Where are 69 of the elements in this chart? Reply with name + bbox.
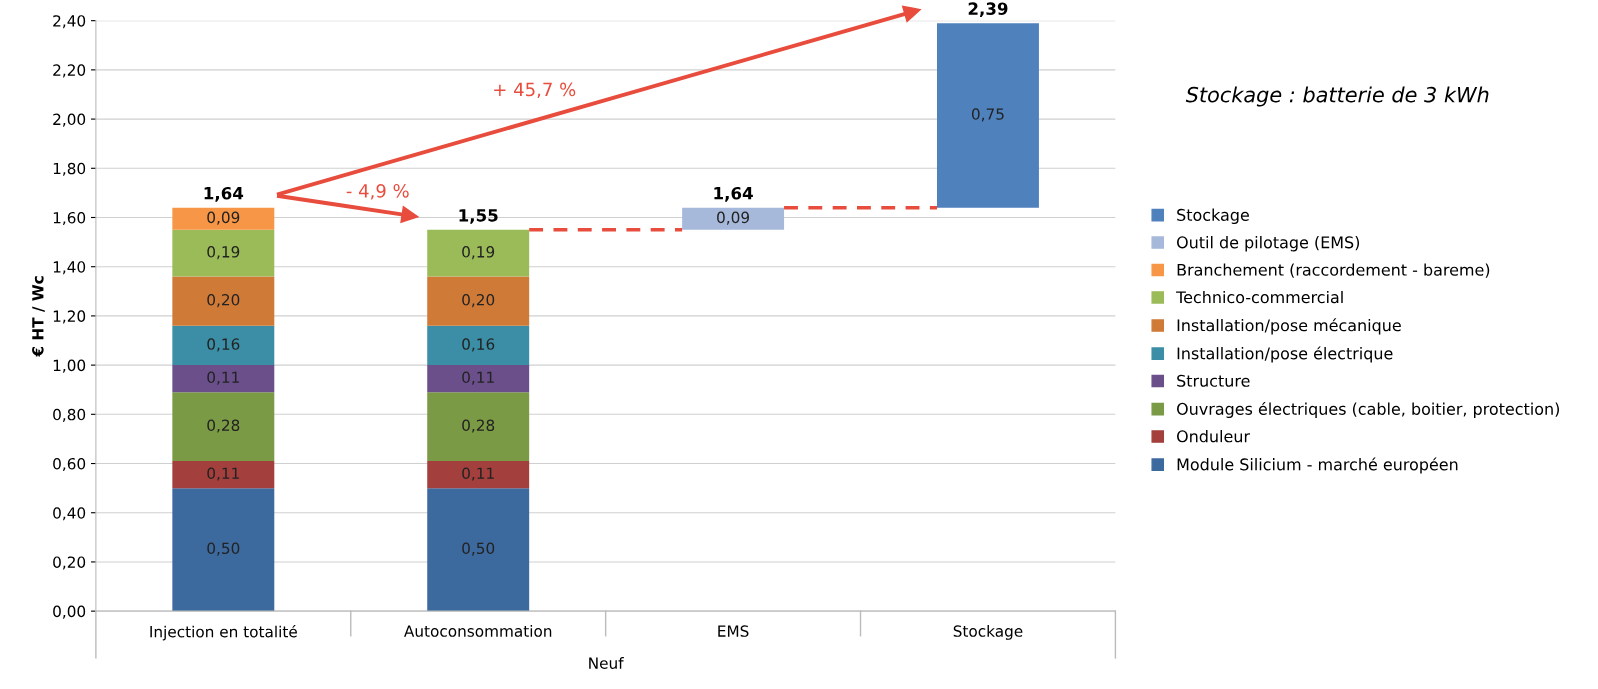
legend-label: Technico-commercial [1176, 290, 1343, 304]
legend-label: Ouvrages électriques (cable, boitier, protection) [1177, 401, 1559, 419]
bar [427, 229, 530, 277]
y-tick-label: 2,20 [53, 64, 86, 78]
y-tick-label: 0,00 [53, 605, 86, 619]
bar [172, 325, 275, 366]
y-tick-label: 1,00 [53, 359, 86, 373]
y-tick-label: 2,00 [53, 113, 86, 127]
data-label: 0,50 [462, 542, 495, 556]
data-label: 0,75 [971, 108, 1004, 122]
bar [172, 229, 275, 277]
bar [172, 365, 275, 393]
data-label: 0,28 [462, 419, 495, 433]
data-label: 0,11 [207, 371, 239, 385]
x-tick-label: Stockage [953, 625, 1023, 640]
annotation: + 45,7 % [494, 82, 576, 99]
y-axis-title: € HT / Wc [32, 276, 45, 357]
bar [172, 276, 275, 326]
data-label: 0,09 [207, 211, 240, 225]
y-tick-label: 0,40 [53, 507, 86, 521]
y-tick-label: 1,80 [53, 162, 86, 176]
legend-label: Outil de pilotage (EMS) [1177, 236, 1360, 252]
bar [682, 207, 785, 230]
legend-label: Stockage [1177, 208, 1249, 225]
x-tick-label: Injection en totalité [150, 625, 297, 641]
annotation: 2,39 [968, 2, 1008, 18]
y-tick-label: 2,40 [53, 15, 86, 29]
data-label: 0,20 [207, 294, 240, 308]
annotation: 1,64 [204, 186, 244, 202]
legend-label: Onduleur [1177, 430, 1251, 443]
bar [427, 365, 530, 393]
legend-label: Branchement (raccordement - bareme) [1177, 263, 1490, 278]
x-tick-label: EMS [718, 625, 749, 637]
data-label: 0,19 [462, 246, 495, 260]
bar [427, 461, 530, 489]
legend-label: Installation/pose mécanique [1177, 318, 1401, 335]
data-label: 0,19 [207, 246, 240, 260]
data-label: 0,16 [462, 338, 495, 352]
bar [427, 276, 530, 326]
data-label: 0,50 [207, 542, 240, 556]
bar [172, 461, 275, 489]
x-axis-title: Neuf [589, 657, 624, 669]
data-label: 0,11 [462, 467, 494, 481]
bar [172, 488, 275, 612]
y-tick-label: 1,40 [53, 261, 86, 275]
data-label: 0,11 [207, 467, 239, 481]
x-tick-label: Autoconsommation [404, 625, 552, 637]
legend-label: Installation/pose électrique [1177, 346, 1393, 363]
y-tick-label: 0,60 [53, 457, 86, 472]
annotation: - 4,9 % [346, 183, 409, 200]
annotation: 1,64 [714, 186, 753, 202]
data-label: 0,11 [462, 371, 494, 385]
bar [427, 392, 530, 462]
y-tick-label: 1,20 [53, 310, 86, 324]
bar [172, 392, 275, 462]
text: Stockage : batterie de 3 kWh [1185, 86, 1489, 107]
data-label: 0,28 [207, 419, 240, 433]
legend-label: Module Silicium - marché européen [1177, 457, 1458, 474]
data-label: 0,16 [207, 338, 240, 352]
bar [427, 488, 530, 612]
annotation: 1,55 [459, 209, 498, 224]
bar [936, 23, 1039, 208]
data-label: 0,09 [717, 211, 750, 225]
y-tick-label: 0,80 [53, 408, 86, 422]
data-label: 0,20 [462, 294, 495, 308]
y-tick-label: 0,20 [53, 556, 86, 570]
legend-label: Structure [1177, 374, 1250, 387]
y-tick-label: 1,60 [53, 211, 86, 226]
bar [427, 325, 530, 366]
